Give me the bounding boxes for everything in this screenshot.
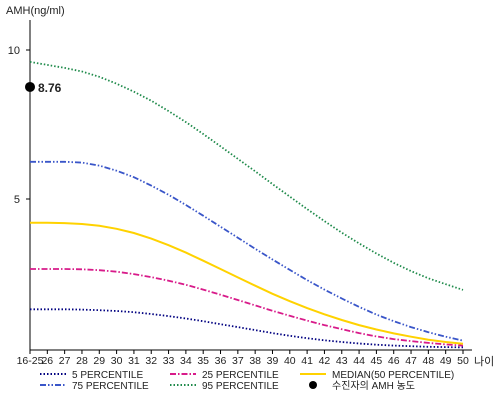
y-axis-title: AMH(ng/ml) (6, 5, 65, 17)
x-tick-label: 32 (145, 355, 157, 367)
x-tick-label: 16-25 (17, 355, 44, 367)
x-tick-label: 27 (59, 355, 71, 367)
x-tick-label: 26 (41, 355, 53, 367)
x-tick-label: 46 (388, 355, 400, 367)
x-tick-label: 49 (440, 355, 452, 367)
x-tick-label: 33 (163, 355, 175, 367)
x-tick-label: 39 (267, 355, 279, 367)
x-tick-label: 34 (180, 355, 192, 367)
marker-value-label: 8.76 (38, 81, 62, 95)
x-tick-label: 44 (353, 355, 365, 367)
x-tick-label: 40 (284, 355, 296, 367)
series-line (29, 61, 464, 291)
legend-label: 95 PERCENTILE (202, 381, 279, 392)
legend-marker-swatch (309, 381, 317, 389)
series-line (30, 268, 464, 347)
x-tick-label: 29 (93, 355, 105, 367)
series-line (30, 160, 464, 342)
x-tick-label: 35 (197, 355, 209, 367)
x-tick-label: 50 (457, 355, 469, 367)
marker-point (25, 81, 35, 92)
legend-label: 5 PERCENTILE (72, 370, 143, 381)
x-tick-label: 48 (423, 355, 435, 367)
y-tick-label: 5 (14, 194, 20, 206)
x-tick-label: 47 (405, 355, 417, 367)
legend-label: MEDIAN(50 PERCENTILE) (332, 370, 454, 381)
x-tick-label: 37 (232, 355, 244, 367)
x-tick-label: 43 (336, 355, 348, 367)
series-line (30, 308, 464, 349)
x-tick-label: 31 (128, 355, 140, 367)
x-tick-label: 42 (319, 355, 331, 367)
legend-label: 수진자의 AMH 농도 (332, 380, 415, 392)
x-tick-label: 28 (76, 355, 88, 367)
x-tick-label: 30 (111, 355, 123, 367)
x-tick-label: 41 (301, 355, 313, 367)
x-axis-title: 나이 (474, 355, 494, 368)
y-tick-label: 10 (8, 45, 20, 57)
legend-label: 25 PERCENTILE (202, 370, 279, 381)
legend-label: 75 PERCENTILE (72, 381, 149, 392)
series-line (30, 221, 464, 345)
x-tick-label: 38 (249, 355, 261, 367)
x-tick-label: 36 (215, 355, 227, 367)
x-tick-label: 45 (371, 355, 383, 367)
